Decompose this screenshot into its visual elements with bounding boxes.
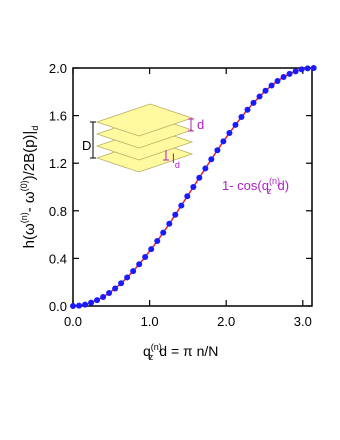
y-tick-label: 0.4 [49, 251, 67, 266]
x-label-part: d = π n/N [159, 343, 218, 359]
data-point [262, 87, 269, 94]
y-label-sub: d [30, 126, 40, 131]
data-point [280, 74, 287, 81]
data-point [136, 261, 143, 268]
x-tick-label: 3.0 [294, 314, 312, 329]
inset-length-sub: d [175, 160, 180, 170]
x-label-part: q [143, 343, 151, 359]
data-point [112, 285, 119, 292]
data-point [196, 174, 203, 181]
curve-label-part: d) [277, 178, 289, 193]
data-point [226, 129, 233, 136]
curve-label-sub: z [267, 186, 272, 196]
x-label-sup: (n) [151, 342, 162, 352]
data-point [292, 68, 299, 75]
data-point [130, 268, 137, 275]
curve-label: 1- cos(q(n) z d) [222, 176, 289, 196]
data-point [304, 65, 311, 72]
data-point [274, 77, 281, 84]
data-point [220, 138, 227, 145]
data-point [202, 165, 209, 172]
data-point [154, 238, 161, 245]
data-point [256, 93, 263, 100]
inset-spacing-label: d [197, 117, 204, 132]
data-point [160, 229, 167, 236]
y-axis-label: h(ω(n)- ω(0))/2B(p)|d [19, 126, 40, 249]
x-label-sub: z [149, 352, 154, 362]
data-point [106, 290, 113, 297]
y-label-part: )/2B(p)| [21, 131, 38, 181]
y-label-sup: (0) [19, 180, 29, 191]
y-tick-label: 1.6 [49, 109, 67, 124]
data-point [286, 70, 293, 77]
inset-thickness-label: D [82, 138, 91, 153]
data-point [76, 302, 83, 309]
data-point [232, 121, 239, 128]
data-point [238, 114, 245, 121]
data-point [148, 246, 155, 253]
data-point [88, 299, 95, 306]
y-label-sup: (n) [19, 212, 29, 223]
data-point [142, 253, 149, 260]
data-point [172, 211, 179, 218]
x-tick-label: 1.0 [141, 314, 159, 329]
y-tick-label: 0.0 [49, 299, 67, 314]
data-point [250, 99, 257, 106]
y-tick-label: 1.2 [49, 156, 67, 171]
data-point [208, 156, 215, 163]
data-point [94, 297, 101, 304]
inset-length-main: l [172, 151, 175, 166]
data-point [244, 106, 251, 113]
data-point [184, 193, 191, 200]
data-point [100, 293, 107, 300]
y-tick-label: 2.0 [49, 61, 67, 76]
data-point [70, 303, 76, 309]
y-label-part: - ω [21, 191, 38, 212]
inset-illustration [90, 103, 194, 173]
data-point [118, 280, 125, 287]
x-tick-label: 2.0 [217, 314, 235, 329]
x-tick-label: 0.0 [64, 314, 82, 329]
y-label-part: h(ω [21, 223, 38, 248]
data-point [124, 274, 131, 281]
data-point [82, 301, 89, 308]
inset-length-label: ld [172, 151, 180, 170]
curve-label-sup: (n) [269, 176, 280, 186]
y-tick-label: 0.8 [49, 204, 67, 219]
plot-frame [72, 67, 313, 307]
data-point [178, 202, 185, 209]
data-point [214, 147, 221, 154]
data-point [310, 65, 317, 71]
data-point [268, 82, 275, 89]
data-point [190, 184, 197, 190]
data-point [298, 66, 305, 73]
curve-label-part: 1- cos(q [222, 178, 269, 193]
x-axis-label: q(n) z d = π n/N [143, 342, 218, 362]
data-point [166, 220, 173, 227]
